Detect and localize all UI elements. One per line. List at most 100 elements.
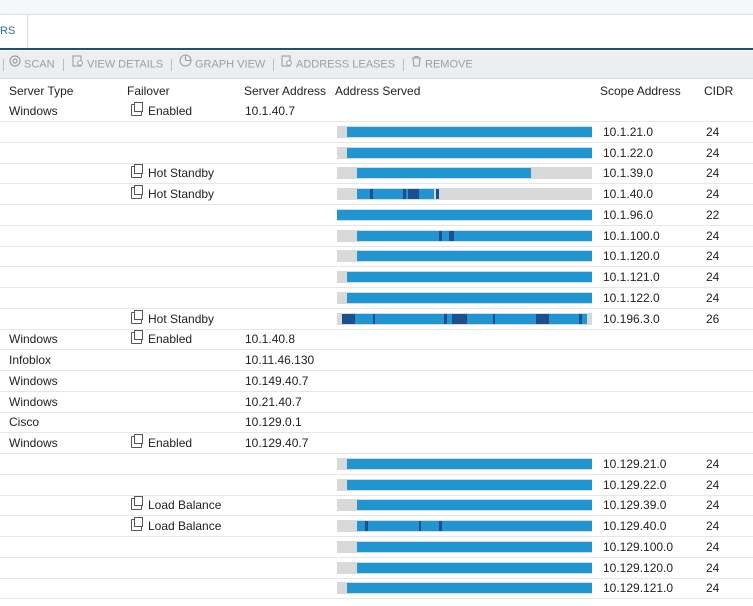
remove-button[interactable]: REMOVE [411,51,473,78]
table-row[interactable]: 10.1.120.0 24 [0,246,753,268]
bar-fill [357,521,592,531]
toolbar-separator [3,59,4,71]
cidr-cell: 24 [706,124,720,139]
toolbar-separator [403,59,404,71]
bar-fill [357,168,531,179]
scan-button[interactable]: SCAN [9,51,55,78]
cidr-cell: 26 [706,311,720,326]
toolbar-separator [171,59,172,71]
cidr-cell: 24 [706,270,720,284]
table-row[interactable]: 10.129.100.0 24 [0,537,753,558]
scan-icon [9,51,21,78]
tab-servers[interactable]: RS [0,15,28,48]
failover-label: Enabled [148,332,193,347]
header-server-address[interactable]: Server Address [244,84,327,98]
server-type-cell: Infoblox [9,353,52,367]
header-server-type[interactable]: Server Type [9,84,74,98]
header-failover[interactable]: Failover [127,84,170,98]
bar-segment [451,313,468,324]
server-type-cell: Cisco [9,415,40,430]
failover-icon [131,185,143,199]
cidr-cell: 24 [706,249,720,264]
table-row[interactable]: 10.1.21.0 24 [0,122,753,143]
table-row[interactable]: Hot Standby 10.1.40.0 24 [0,184,753,205]
failover-icon [131,330,143,345]
server-address-cell: 10.1.40.7 [245,104,296,118]
scan-label: SCAN [24,58,55,71]
scope-address-cell: 10.1.40.0 [603,187,654,201]
address-served-bar [337,520,592,532]
table-row[interactable]: Cisco 10.129.0.1 [0,412,753,434]
server-address-cell: 10.149.40.7 [245,373,309,388]
view-details-label: VIEW DETAILS [87,58,164,71]
cidr-cell: 22 [706,207,720,222]
cidr-cell: 24 [706,581,720,596]
bar-segment [436,189,439,199]
table-row[interactable]: Load Balance 10.129.39.0 24 [0,495,753,517]
table-row[interactable]: 10.1.100.0 24 [0,226,753,247]
scope-address-cell: 10.1.100.0 [603,228,660,243]
failover-cell: Enabled [131,330,193,347]
cidr-cell: 24 [706,228,720,243]
table-row[interactable]: Hot Standby 10.1.39.0 24 [0,163,753,185]
server-type-cell: Windows [9,436,58,450]
trash-icon [411,51,422,78]
failover-cell: Enabled [131,102,192,118]
table-row[interactable]: 10.129.121.0 24 [0,578,753,600]
table-row[interactable]: Windows Enabled 10.1.40.7 [0,101,753,122]
cidr-cell: 24 [706,519,720,533]
top-band [0,0,753,15]
bar-fill [347,479,592,490]
table-row[interactable]: Hot Standby 10.196.3.0 26 [0,309,753,330]
failover-icon [131,309,143,324]
header-scope-address[interactable]: Scope Address [600,84,681,98]
address-served-bar [337,312,592,325]
address-served-bar [337,582,592,595]
header-address-served[interactable]: Address Served [335,84,421,98]
cidr-cell: 24 [706,477,720,492]
graph-view-button[interactable]: GRAPH VIEW [179,51,265,78]
table-row[interactable]: 10.1.122.0 24 [0,288,753,309]
bar-fill [347,583,592,594]
scope-address-cell: 10.129.100.0 [603,539,674,554]
table-row[interactable]: 10.1.96.0 22 [0,205,753,226]
bar-fill [347,292,592,303]
address-served-bar [337,167,592,180]
bar-fill [357,562,592,573]
failover-label: Hot Standby [148,311,215,326]
server-address-cell: 10.21.40.7 [245,394,302,409]
table-row[interactable]: 10.129.21.0 24 [0,454,753,475]
bar-segment [449,230,455,241]
table-row[interactable]: 10.1.22.0 24 [0,143,753,164]
table-row[interactable]: Windows 10.21.40.7 [0,392,753,413]
failover-label: Load Balance [148,519,222,533]
cidr-cell: 24 [706,290,720,305]
server-address-cell: 10.11.46.130 [245,353,315,367]
failover-icon [131,496,143,511]
server-address-cell: 10.1.40.8 [245,332,296,347]
address-served-bar [337,499,592,512]
server-type-cell: Windows [9,394,58,409]
table-row[interactable]: Windows 10.149.40.7 [0,371,753,392]
view-details-button[interactable]: VIEW DETAILS [72,51,163,78]
table-row[interactable]: 10.1.121.0 24 [0,267,753,288]
scope-address-cell: 10.1.21.0 [603,124,654,139]
graph-view-icon [179,51,192,78]
table-row[interactable]: Load Balance 10.129.40.0 24 [0,516,753,537]
header-cidr[interactable]: CIDR [704,84,734,98]
failover-icon [131,434,143,448]
scope-address-cell: 10.1.120.0 [603,249,660,264]
table-row[interactable]: 10.129.120.0 24 [0,558,753,579]
cidr-cell: 24 [706,145,720,160]
bar-fill [347,126,592,137]
table-row[interactable]: 10.129.22.0 24 [0,475,753,496]
table-row[interactable]: Infoblox 10.11.46.130 [0,350,753,371]
failover-label: Hot Standby [148,166,215,181]
table-row[interactable]: Windows Enabled 10.129.40.7 [0,433,753,454]
bar-segment [439,230,442,241]
table-row[interactable]: Windows Enabled 10.1.40.8 [0,329,753,351]
bar-segment [418,521,422,531]
address-served-bar [337,208,592,221]
address-leases-button[interactable]: ADDRESS LEASES [281,51,395,78]
bar-segment [370,189,373,199]
